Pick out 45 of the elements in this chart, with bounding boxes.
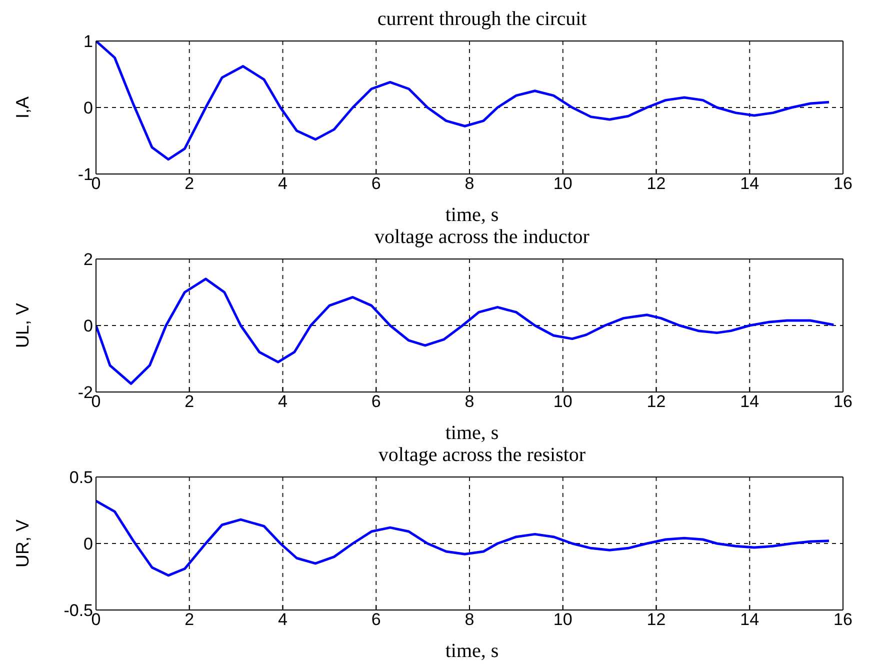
x-tick-label: 2 [184, 392, 194, 412]
chart-title: current through the circuit [376, 8, 588, 32]
x-tick-label: 12 [646, 174, 666, 194]
x-tick-label: 4 [278, 174, 288, 194]
x-tick-label: 6 [371, 174, 381, 194]
x-tick-label: 2 [184, 174, 194, 194]
x-tick-label: 8 [464, 174, 474, 194]
y-tick-label: -2 [78, 383, 93, 402]
x-axis-title: time, s [444, 640, 500, 662]
y-axis-title: UR, V [12, 519, 32, 568]
x-tick-label: 14 [740, 392, 760, 412]
x-tick-label: 10 [553, 610, 572, 630]
y-axis-title: UL, V [12, 302, 32, 348]
line-series [96, 41, 830, 161]
x-tick-label: 4 [278, 392, 288, 412]
x-tick-label: 10 [553, 174, 572, 194]
y-tick-label: 0.5 [69, 468, 93, 488]
x-tick-label: 8 [464, 610, 474, 630]
x-axis-title: time, s [444, 204, 500, 226]
x-tick-label: 2 [184, 610, 194, 630]
x-tick-label: 14 [740, 174, 760, 194]
x-tick-label: 16 [834, 610, 852, 630]
chart-title: voltage across the inductor [374, 226, 590, 250]
x-tick-label: 12 [646, 392, 666, 412]
chart-title: voltage across the resistor [377, 444, 587, 468]
x-tick-label: 14 [740, 610, 760, 630]
x-axis-title: time, s [444, 422, 500, 444]
x-tick-label: 6 [371, 392, 381, 412]
y-tick-label: 0 [84, 534, 93, 554]
y-axis-title: I,A [12, 96, 32, 119]
y-tick-label: 2 [84, 250, 93, 270]
y-tick-label: 1 [84, 32, 93, 52]
x-tick-label: 6 [371, 610, 381, 630]
y-tick-label: 0 [84, 98, 93, 118]
x-tick-label: 16 [834, 174, 852, 194]
x-tick-label: 12 [646, 610, 666, 630]
x-tick-label: 8 [464, 392, 474, 412]
line-series [96, 500, 830, 577]
line-series [96, 278, 835, 385]
y-tick-label: -0.5 [64, 601, 93, 620]
y-tick-label: -1 [78, 165, 93, 184]
x-tick-label: 4 [278, 610, 288, 630]
y-tick-label: 0 [84, 316, 93, 336]
x-tick-label: 10 [553, 392, 572, 412]
x-tick-label: 16 [834, 392, 852, 412]
